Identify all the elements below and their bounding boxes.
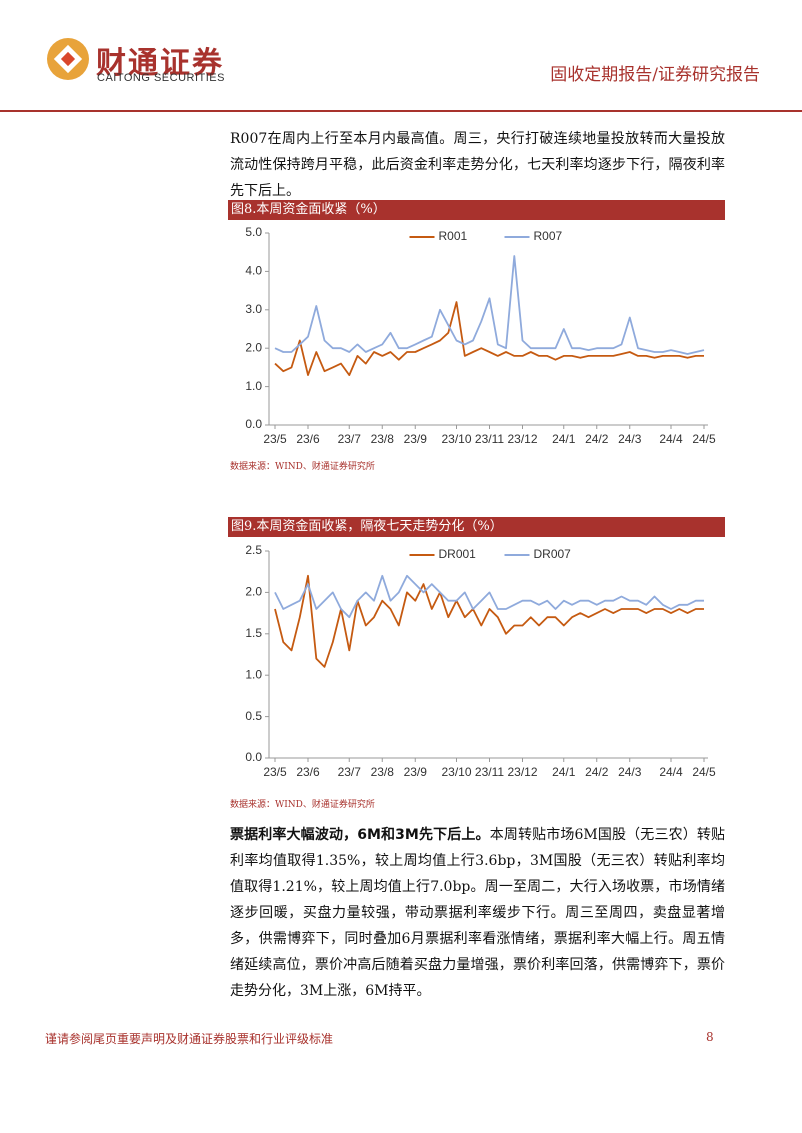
y-tick-label: 5.0 bbox=[245, 225, 262, 239]
x-tick-label: 24/3 bbox=[618, 765, 642, 779]
brand-cn: 财通证券 bbox=[96, 46, 224, 81]
x-tick-label: 24/5 bbox=[692, 432, 716, 446]
y-tick-label: 1.0 bbox=[245, 667, 262, 681]
x-tick-label: 24/3 bbox=[618, 432, 642, 446]
legend-label: DR007 bbox=[534, 547, 572, 561]
y-tick-label: 2.5 bbox=[245, 543, 262, 557]
legend-label: R007 bbox=[534, 229, 563, 243]
chart-title: 图8.本周资金面收紧（%） bbox=[228, 200, 725, 220]
x-tick-label: 24/4 bbox=[659, 432, 683, 446]
y-tick-label: 3.0 bbox=[245, 302, 262, 316]
page-number: 8 bbox=[706, 1030, 714, 1044]
brand-en: CAITONG SECURITIES bbox=[97, 72, 225, 84]
x-tick-label: 23/9 bbox=[404, 765, 428, 779]
x-tick-label: 23/8 bbox=[371, 432, 395, 446]
x-tick-label: 23/12 bbox=[507, 765, 537, 779]
y-tick-label: 2.0 bbox=[245, 585, 262, 599]
series-line bbox=[274, 574, 704, 668]
chart: 0.0 0.5 1.0 1.5 2.0 2.5 23/5 23/6 23/7 23/8 23/9 23… bbox=[245, 543, 716, 779]
series-line bbox=[274, 574, 704, 619]
x-tick-label: 24/2 bbox=[585, 765, 609, 779]
y-tick-label: 0.5 bbox=[245, 709, 262, 723]
y-tick-label: 0.0 bbox=[245, 750, 262, 764]
paragraph-lead: 票据利率大幅波动，6M和3M先下后上。 bbox=[230, 827, 490, 843]
header-rule bbox=[0, 110, 802, 112]
y-tick-label: 4.0 bbox=[245, 264, 262, 278]
paragraph-text: R007在周内上行至本月内最高值。周三，央行打破连续地量投放转而大量投放流动性保… bbox=[230, 131, 725, 199]
y-tick-label: 1.0 bbox=[245, 379, 262, 393]
x-tick-label: 23/7 bbox=[338, 765, 362, 779]
paragraph: R007在周内上行至本月内最高值。周三，央行打破连续地量投放转而大量投放流动性保… bbox=[230, 126, 725, 204]
footer-disclaimer: 谨请参阅尾页重要声明及财通证券股票和行业评级标准 bbox=[45, 1032, 334, 1046]
x-tick-label: 23/9 bbox=[404, 432, 428, 446]
y-tick-label: 2.0 bbox=[245, 340, 262, 354]
series-line bbox=[274, 255, 705, 355]
x-tick-label: 23/12 bbox=[507, 432, 537, 446]
chart: 0.0 1.0 2.0 3.0 4.0 5.0 23/5 23/6 23/7 23/8 23/9 23… bbox=[245, 225, 716, 446]
legend-label: R001 bbox=[439, 229, 468, 243]
logo bbox=[47, 38, 89, 80]
report-type: 固收定期报告/证券研究报告 bbox=[550, 65, 760, 85]
chart-source: 数据来源：WIND、财通证券研究所 bbox=[230, 462, 375, 472]
legend-label: DR001 bbox=[439, 547, 477, 561]
y-tick-label: 0.0 bbox=[245, 417, 262, 431]
x-tick-label: 23/11 bbox=[475, 432, 504, 446]
x-tick-label: 24/1 bbox=[552, 432, 576, 446]
paragraph-text: 本周转贴市场6M国股（无三农）转贴利率均值取得1.35%，较上周均值上行3.6b… bbox=[230, 827, 725, 999]
x-tick-label: 24/4 bbox=[659, 765, 683, 779]
x-tick-label: 23/6 bbox=[296, 765, 320, 779]
y-tick-label: 1.5 bbox=[245, 626, 262, 640]
x-tick-label: 24/5 bbox=[692, 765, 716, 779]
chart-source: 数据来源：WIND、财通证券研究所 bbox=[230, 800, 375, 810]
x-tick-label: 23/5 bbox=[263, 765, 287, 779]
x-tick-label: 23/10 bbox=[441, 432, 471, 446]
chart-title: 图9.本周资金面收紧，隔夜七天走势分化（%） bbox=[228, 517, 725, 537]
x-tick-label: 23/7 bbox=[338, 432, 362, 446]
paragraph: 票据利率大幅波动，6M和3M先下后上。本周转贴市场6M国股（无三农）转贴利率均值… bbox=[230, 822, 725, 1004]
x-tick-label: 23/11 bbox=[475, 765, 504, 779]
x-tick-label: 24/1 bbox=[552, 765, 576, 779]
x-tick-label: 23/5 bbox=[263, 432, 287, 446]
x-tick-label: 23/8 bbox=[371, 765, 395, 779]
x-tick-label: 23/6 bbox=[296, 432, 320, 446]
x-tick-label: 23/10 bbox=[441, 765, 471, 779]
series-line bbox=[274, 301, 704, 376]
x-tick-label: 24/2 bbox=[585, 432, 609, 446]
